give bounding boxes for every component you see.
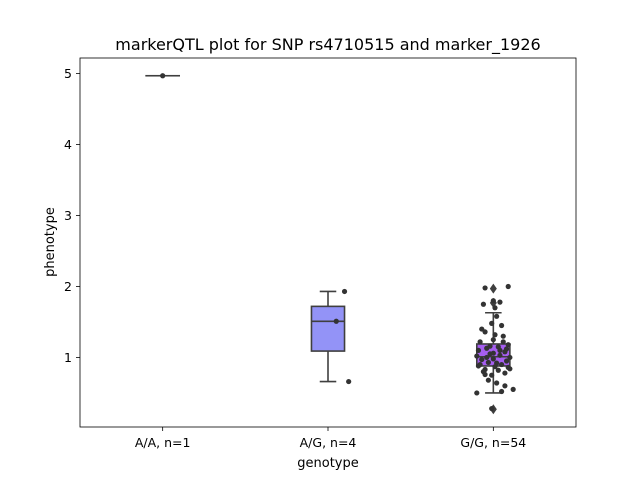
data-point: [477, 361, 483, 368]
y-tick-label: 1: [64, 350, 72, 365]
data-point: [505, 283, 511, 290]
data-point: [489, 405, 495, 412]
box-body: [310, 305, 346, 352]
data-point: [484, 354, 490, 361]
data-point: [487, 343, 493, 349]
data-point: [502, 383, 508, 389]
data-point: [510, 386, 516, 392]
x-axis-label: genotype: [297, 456, 358, 471]
x-tick-label: A/A, n=1: [135, 435, 191, 450]
data-point: [497, 347, 503, 353]
data-point: [495, 367, 501, 373]
data-point: [474, 390, 480, 396]
data-point: [503, 346, 510, 352]
data-point: [507, 354, 513, 361]
y-tick-label: 2: [64, 279, 72, 294]
data-point: [494, 313, 500, 319]
data-point: [489, 372, 495, 378]
data-point: [505, 342, 511, 348]
data-point: [499, 388, 505, 395]
x-tick-label: A/G, n=4: [300, 435, 357, 450]
data-point: [492, 332, 498, 338]
data-point: [485, 377, 491, 383]
data-point: [500, 339, 506, 345]
data-point: [499, 361, 505, 368]
data-point: [480, 301, 487, 307]
data-point: [494, 380, 500, 386]
data-point: [494, 360, 500, 366]
data-point: [333, 318, 339, 324]
data-point: [485, 359, 491, 366]
data-point: [346, 378, 352, 385]
data-point: [490, 356, 496, 362]
data-point: [492, 305, 498, 311]
data-point: [341, 288, 348, 295]
y-tick-label: 5: [64, 66, 72, 81]
x-axis-ticks: A/A, n=1 A/G, n=4 G/G, n=54: [135, 427, 526, 450]
data-point: [489, 320, 495, 326]
data-point: [502, 370, 508, 376]
data-point: [160, 73, 166, 79]
y-axis-ticks: 1 2 3 4 5: [64, 66, 80, 365]
data-point: [479, 326, 485, 332]
box-group: [310, 290, 346, 383]
data-point: [497, 299, 503, 305]
y-tick-label: 4: [64, 137, 72, 152]
plot-frame: [79, 57, 577, 428]
data-point: [490, 350, 496, 356]
data-point: [500, 333, 506, 339]
y-tick-label: 3: [64, 208, 72, 223]
data-point: [499, 322, 505, 329]
data-point: [479, 356, 485, 363]
plot-marks: [145, 73, 516, 415]
outlier-marker: [489, 283, 497, 294]
data-point: [490, 337, 496, 343]
data-point: [503, 358, 510, 364]
data-point: [490, 298, 496, 304]
y-axis-label: phenotype: [43, 207, 58, 277]
data-point: [482, 285, 488, 291]
data-point: [482, 371, 488, 378]
data-point: [474, 353, 480, 359]
data-point: [507, 366, 513, 372]
data-point: [477, 339, 483, 345]
data-point: [497, 352, 503, 358]
x-tick-label: G/G, n=54: [460, 435, 526, 450]
data-point: [475, 347, 482, 353]
chart-title: markerQTL plot for SNP rs4710515 and mar…: [115, 35, 540, 55]
